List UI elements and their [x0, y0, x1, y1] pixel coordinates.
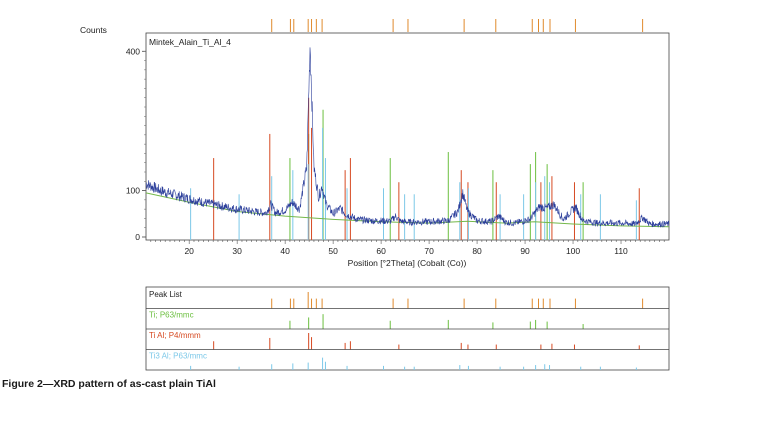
x-axis: 20 30 40 50 60 70 80 90 100 110 [150, 240, 665, 256]
main-plot-frame [145, 32, 670, 241]
x-tick-label: 60 [376, 246, 386, 256]
x-tick-label: 30 [232, 246, 242, 256]
top-peak-markers [271, 19, 644, 32]
y-tick-label: 0 [135, 232, 140, 242]
reference-sticks-main [190, 97, 640, 240]
x-tick-label: 90 [520, 246, 530, 256]
x-tick-label: 40 [280, 246, 290, 256]
x-tick-label: 70 [424, 246, 434, 256]
x-tick-label: 80 [472, 246, 482, 256]
x-axis-label: Position [°2Theta] (Cobalt (Co)) [348, 258, 467, 268]
y-tick-label: 400 [126, 46, 140, 56]
x-tick-label: 50 [328, 246, 338, 256]
x-tick-label: 20 [184, 246, 194, 256]
panel-row-label: Peak List [149, 290, 183, 299]
panel-row-label: Ti3 Al; P63/mmc [149, 352, 207, 361]
y-axis: 0 100 400 [126, 46, 146, 242]
y-tick-label: 100 [126, 186, 140, 196]
x-tick-label: 110 [614, 246, 628, 256]
sample-label: Mintek_Alain_Ti_Al_4 [149, 37, 231, 47]
panel-row-label: Ti Al; P4/mmm [149, 331, 201, 340]
figure-caption: Figure 2—XRD pattern of as-cast plain Ti… [2, 378, 216, 390]
x-tick-label: 100 [566, 246, 580, 256]
peak-list-frame [145, 286, 670, 371]
xrd-pattern-line [145, 47, 670, 228]
peak-list-panel: Peak List Ti; P63/mmc Ti Al; P4/mmm Ti3 Al;… [146, 290, 669, 370]
panel-row-label: Ti; P63/mmc [149, 311, 194, 320]
y-axis-label: Counts [80, 25, 107, 35]
